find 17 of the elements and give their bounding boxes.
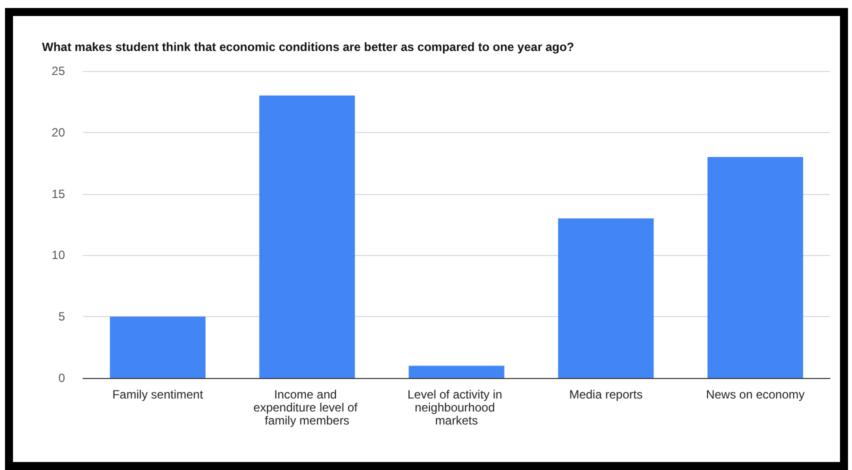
y-tick-label: 25 bbox=[52, 64, 66, 78]
chart-title: What makes student think that economic conditions are better as compared to one year ago? bbox=[42, 40, 574, 54]
y-tick-label: 5 bbox=[58, 310, 66, 324]
y-tick-label: 0 bbox=[58, 371, 66, 385]
bar bbox=[408, 366, 504, 378]
bar bbox=[110, 316, 206, 378]
bar bbox=[558, 218, 654, 378]
x-tick-label: Family sentiment bbox=[112, 388, 204, 402]
y-tick-label: 15 bbox=[52, 186, 66, 201]
x-tick-label: Level of activity in neighbourhood markets bbox=[407, 388, 506, 428]
x-tick-label: Income and expenditure level of family members bbox=[253, 388, 361, 428]
y-tick-label: 10 bbox=[52, 248, 66, 262]
bar bbox=[259, 96, 355, 378]
bar bbox=[707, 156, 804, 378]
y-tick-label: 20 bbox=[52, 125, 66, 140]
x-tick-label: Media reports bbox=[569, 388, 643, 402]
x-tick-label: News on economy bbox=[706, 388, 805, 402]
